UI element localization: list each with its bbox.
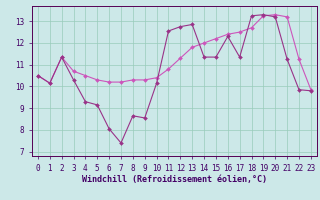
X-axis label: Windchill (Refroidissement éolien,°C): Windchill (Refroidissement éolien,°C) — [82, 175, 267, 184]
